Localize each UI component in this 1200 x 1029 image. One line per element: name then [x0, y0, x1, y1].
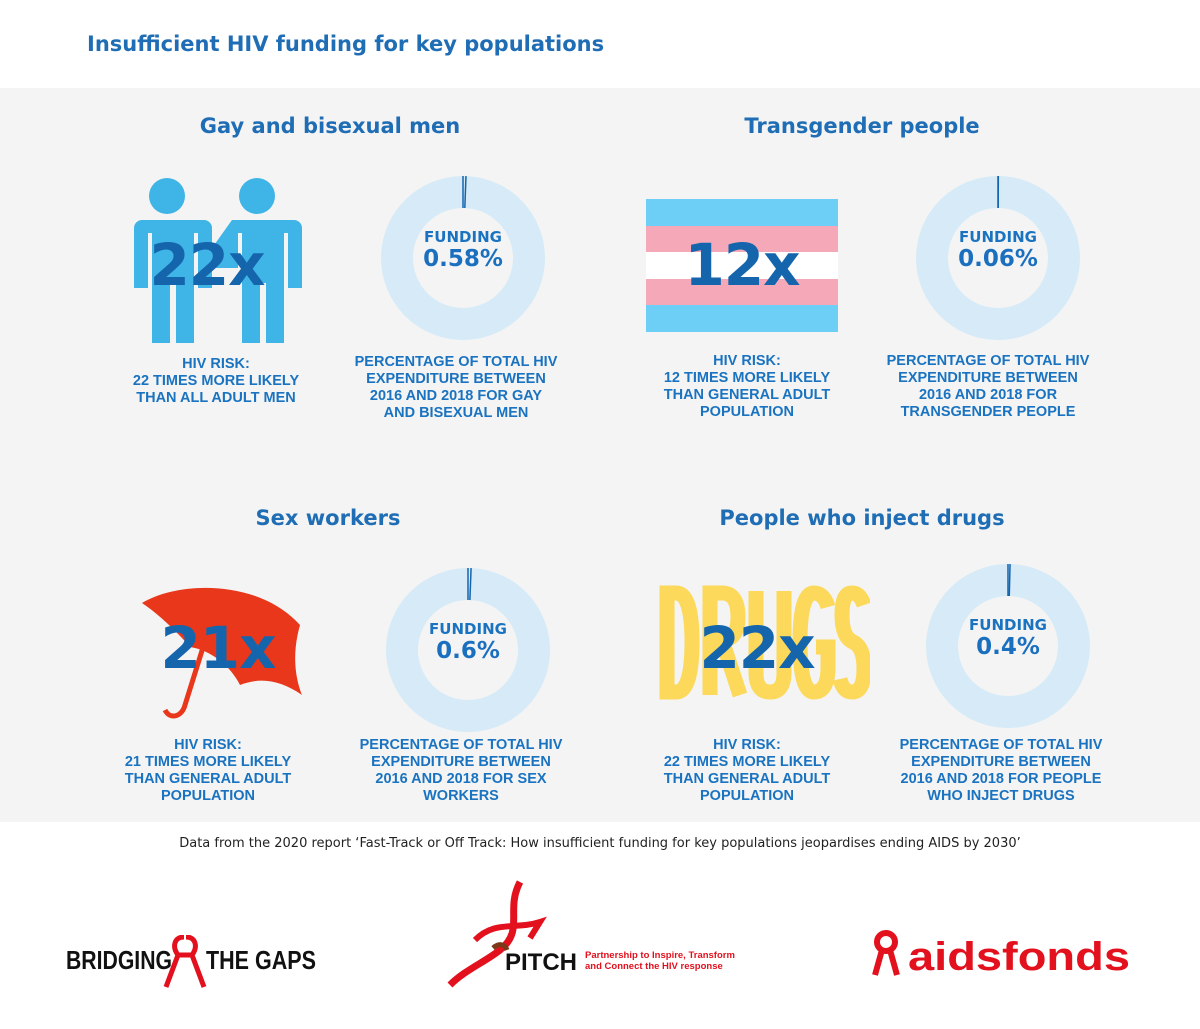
- funding-label-group: FUNDING 0.58%: [423, 228, 503, 272]
- source-note: Data from the 2020 report ‘Fast-Track or…: [179, 836, 1021, 851]
- risk-caption-line: 12 TIMES MORE LIKELY: [663, 370, 831, 386]
- risk-multiplier: 22x: [149, 231, 265, 299]
- funding-label: FUNDING: [969, 616, 1047, 634]
- risk-caption-line: THAN GENERAL ADULT: [663, 387, 831, 403]
- risk-caption-line: HIV RISK:: [713, 353, 781, 369]
- risk-multiplier: 12x: [684, 231, 800, 299]
- funding-label-group: FUNDING 0.6%: [429, 620, 507, 664]
- funding-caption-line: PERCENTAGE OF TOTAL HIV: [359, 737, 563, 753]
- funding-label-group: FUNDING 0.06%: [958, 228, 1038, 272]
- funding-caption-line: AND BISEXUAL MEN: [383, 405, 529, 421]
- risk-caption-line: THAN GENERAL ADULT: [124, 771, 292, 787]
- page-title: Insufficient HIV funding for key populat…: [87, 32, 605, 56]
- funding-value: 0.6%: [436, 638, 500, 664]
- risk-caption: HIV RISK: 12 TIMES MORE LIKELY THAN GENERA…: [664, 353, 830, 421]
- funding-caption: PERCENTAGE OF TOTAL HIV EXPENDITURE BETWE…: [887, 353, 1090, 421]
- transgender-flag-icon: [646, 199, 838, 336]
- risk-caption-line: HIV RISK:: [713, 737, 781, 753]
- funding-caption-line: PERCENTAGE OF TOTAL HIV: [886, 353, 1090, 369]
- funding-donut: [386, 568, 550, 732]
- funding-caption-line: 2016 AND 2018 FOR GAY: [369, 388, 543, 404]
- pitch-tagline-1: Partnership to Inspire, Transform: [585, 950, 735, 961]
- funding-value: 0.58%: [423, 246, 503, 272]
- funding-caption-line: WHO INJECT DRUGS: [927, 788, 1075, 804]
- funding-label: FUNDING: [959, 228, 1037, 246]
- aidsfonds-name: aidsfonds: [908, 935, 1130, 979]
- risk-caption-line: 21 TIMES MORE LIKELY: [124, 754, 292, 770]
- funding-donut: [381, 176, 545, 340]
- funding-caption-line: 2016 AND 2018 FOR PEOPLE: [900, 771, 1102, 787]
- risk-caption-line: POPULATION: [700, 788, 794, 804]
- aidsfonds-logo: aidsfonds: [872, 930, 1132, 980]
- drugs-text-icon: [658, 585, 872, 704]
- funding-caption: PERCENTAGE OF TOTAL HIV EXPENDITURE BETWE…: [900, 737, 1103, 805]
- risk-caption: HIV RISK: 22 TIMES MORE LIKELY THAN GENERA…: [664, 737, 830, 805]
- risk-multiplier: 22x: [699, 614, 815, 682]
- risk-caption-line: HIV RISK:: [174, 737, 242, 753]
- donut-funding-slice-end: [469, 568, 472, 601]
- risk-caption: HIV RISK: 22 TIMES MORE LIKELY THAN ALL AD…: [133, 356, 299, 407]
- funding-caption-line: 2016 AND 2018 FOR: [918, 387, 1058, 403]
- funding-caption-line: EXPENDITURE BETWEEN: [898, 370, 1078, 386]
- panel-heading: People who inject drugs: [719, 506, 1005, 530]
- funding-value: 0.4%: [976, 634, 1040, 660]
- funding-caption-line: PERCENTAGE OF TOTAL HIV: [899, 737, 1103, 753]
- funding-caption-line: PERCENTAGE OF TOTAL HIV: [354, 354, 558, 370]
- funding-caption: PERCENTAGE OF TOTAL HIV EXPENDITURE BETWE…: [355, 354, 558, 422]
- funding-caption-line: WORKERS: [423, 788, 499, 804]
- logo-text-left: BRIDGING: [66, 945, 172, 975]
- panel-heading: Gay and bisexual men: [199, 114, 461, 138]
- risk-caption-line: THAN GENERAL ADULT: [663, 771, 831, 787]
- risk-caption: HIV RISK: 21 TIMES MORE LIKELY THAN GENERA…: [125, 737, 291, 805]
- funding-caption-line: EXPENDITURE BETWEEN: [366, 371, 546, 387]
- funding-value: 0.06%: [958, 246, 1038, 272]
- bridging-the-gaps-logo: BRIDGING THE GAPS: [66, 934, 326, 988]
- logo-text-right: THE GAPS: [206, 945, 316, 975]
- risk-multiplier: 21x: [160, 614, 276, 682]
- umbrella-icon: [140, 585, 305, 729]
- funding-label-group: FUNDING 0.4%: [969, 616, 1047, 660]
- funding-caption-line: TRANSGENDER PEOPLE: [900, 404, 1076, 420]
- funding-donut: [916, 175, 1080, 340]
- funding-caption-line: EXPENDITURE BETWEEN: [911, 754, 1091, 770]
- pitch-name: PITCH: [505, 949, 577, 976]
- pitch-tagline-2: and Connect the HIV response: [585, 961, 723, 972]
- funding-caption-line: EXPENDITURE BETWEEN: [371, 754, 551, 770]
- funding-caption-line: 2016 AND 2018 FOR SEX: [375, 771, 547, 787]
- risk-caption-line: 22 TIMES MORE LIKELY: [132, 373, 300, 389]
- funding-label: FUNDING: [424, 228, 502, 246]
- funding-caption: PERCENTAGE OF TOTAL HIV EXPENDITURE BETWE…: [360, 737, 563, 805]
- risk-caption-line: HIV RISK:: [182, 356, 250, 372]
- risk-caption-line: POPULATION: [700, 404, 794, 420]
- two-people-icon: [122, 178, 302, 347]
- funding-donut: [926, 564, 1090, 728]
- panel-heading: Sex workers: [255, 506, 401, 530]
- risk-caption-line: THAN ALL ADULT MEN: [136, 390, 296, 406]
- funding-label: FUNDING: [429, 620, 507, 638]
- risk-caption-line: POPULATION: [161, 788, 255, 804]
- donut-funding-slice-end: [464, 176, 467, 209]
- donut-funding-slice-end: [1008, 564, 1011, 597]
- risk-caption-line: 22 TIMES MORE LIKELY: [663, 754, 831, 770]
- pitch-logo: PITCH Partnership to Inspire, Transform …: [445, 880, 755, 990]
- panel-heading: Transgender people: [744, 114, 980, 138]
